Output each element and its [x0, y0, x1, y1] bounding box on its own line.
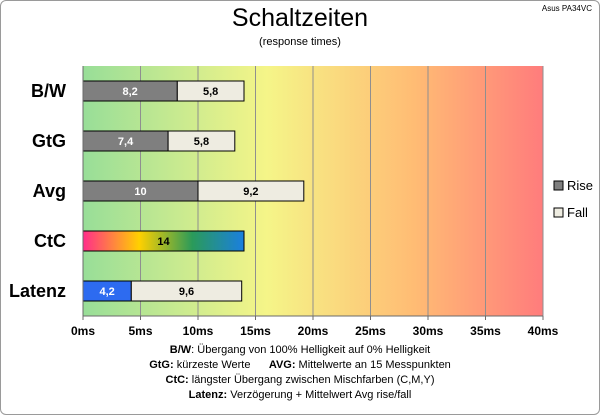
x-tick-label: 25ms — [355, 324, 386, 338]
note-latenz-key: Latenz: — [188, 389, 228, 401]
category-label: Latenz — [9, 281, 66, 301]
data-label-fall: 9,2 — [243, 186, 258, 198]
note-ctc: CtC: längster Übergang zwischen Mischfar… — [0, 373, 600, 388]
note-latenz-text: Verzögerung + Mittelwert Avg rise/fall — [227, 389, 412, 401]
note-avg-text: Mittelwerte an 15 Messpunkten — [295, 359, 451, 371]
legend-swatch-rise — [553, 180, 564, 191]
x-tick-label: 10ms — [183, 324, 214, 338]
x-tick-label: 0ms — [71, 324, 95, 338]
category-label: GtG — [32, 131, 66, 151]
x-tick-label: 20ms — [298, 324, 329, 338]
category-label: CtC — [34, 231, 66, 251]
legend: Rise Fall — [553, 178, 593, 220]
legend-label-rise: Rise — [567, 178, 593, 193]
data-label-fall: 5,8 — [194, 136, 209, 148]
legend-label-fall: Fall — [567, 205, 588, 220]
x-tick-label: 5ms — [128, 324, 152, 338]
chart-title: Schaltzeiten — [231, 4, 369, 32]
note-ctc-text: längster Übergang zwischen Mischfarben (… — [188, 374, 435, 386]
x-tick-label: 40ms — [528, 324, 559, 338]
response-time-chart: 8,2 5,8 7,4 5,8 10 9,2 14 4,2 9,6 B/W GtG Avg CtC La… — [9, 66, 593, 338]
category-label: Avg — [33, 181, 66, 201]
data-label-ctc: 14 — [157, 236, 170, 248]
data-label-rise: 8,2 — [123, 86, 138, 98]
note-bw: B/W: Übergang von 100% Helligkeit auf 0%… — [0, 343, 600, 358]
model-label: Asus PA34VC — [541, 4, 592, 13]
x-tick-label: 30ms — [413, 324, 444, 338]
note-gtg-avg: GtG: kürzeste Werte AVG: Mittelwerte an … — [0, 358, 600, 373]
data-label-rise: 10 — [134, 186, 146, 198]
chart-subtitle: (response times) — [259, 36, 341, 48]
data-label-fall: 5,8 — [203, 86, 218, 98]
data-label-fall: 9,6 — [179, 286, 194, 298]
note-bw-key: B/W — [169, 344, 192, 356]
bar-fall — [197, 180, 305, 202]
bar-fall — [167, 130, 236, 152]
data-label-rise: 4,2 — [100, 286, 115, 298]
note-bw-text: : Übergang von 100% Helligkeit auf 0% He… — [191, 344, 431, 356]
bar-fall — [130, 280, 243, 302]
note-gtg-text: kürzeste Werte — [173, 359, 251, 371]
x-tick-label: 35ms — [470, 324, 501, 338]
notes: B/W: Übergang von 100% Helligkeit auf 0%… — [0, 343, 600, 403]
note-ctc-key: CtC: — [165, 374, 189, 386]
bar-fall — [176, 80, 245, 102]
note-latenz: Latenz: Verzögerung + Mittelwert Avg ris… — [0, 388, 600, 403]
legend-swatch-fall — [553, 207, 564, 218]
x-tick-label: 15ms — [240, 324, 271, 338]
data-label-rise: 7,4 — [118, 136, 134, 148]
category-label: B/W — [31, 81, 66, 101]
note-avg-key: AVG: — [268, 359, 296, 371]
note-gtg-key: GtG: — [149, 359, 174, 371]
